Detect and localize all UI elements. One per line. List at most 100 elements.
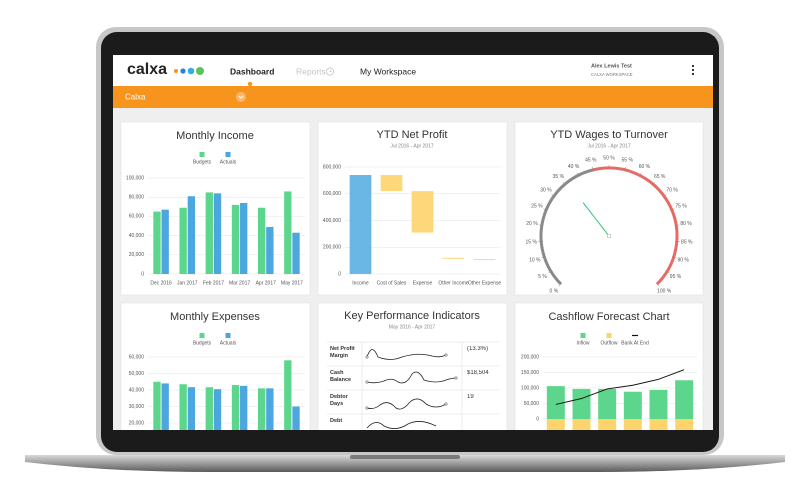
nav-active-marker [247, 81, 253, 87]
y-tick-label: 20,000 [129, 252, 145, 258]
gauge-tick [543, 208, 548, 211]
gauge-tick [651, 181, 656, 186]
y-tick-label: 100,000 [126, 175, 144, 181]
bar [179, 384, 187, 430]
bar [257, 388, 266, 430]
x-tick-label: Apr 2017 [256, 280, 277, 286]
legend-swatch [199, 333, 205, 338]
gauge-tick-label: 65 % [654, 174, 666, 180]
gauge-tick-label: 25 % [531, 203, 543, 209]
kpi-table: Net Profit Margin (13.3%) Cash Balance $18,… [327, 341, 500, 430]
bar [240, 385, 248, 430]
legend-swatch [225, 333, 231, 338]
y-tick-label: 0 [338, 271, 341, 277]
logo[interactable]: calxa [127, 61, 167, 78]
y-tick-label: 20,000 [129, 420, 145, 426]
menu-dot [691, 64, 695, 68]
legend-label: Bank At End [621, 340, 649, 346]
y-tick-label: 50,000 [524, 401, 540, 407]
kpi-value: $18,504 [467, 370, 489, 376]
clock-hands [329, 69, 332, 72]
legend-swatch [225, 152, 231, 157]
nav-item[interactable]: Dashboard [230, 66, 274, 76]
menu-button[interactable] [691, 64, 695, 76]
y-tick-label: 800,000 [323, 164, 341, 170]
gauge-tick [548, 270, 553, 274]
chart-subtitle: Jul 2016 - Apr 2017 [587, 143, 631, 149]
gauge-tick-label: 10 % [529, 257, 541, 263]
x-tick-label: Expense [413, 280, 433, 286]
logo-dot [174, 69, 178, 73]
user-name[interactable]: Alex Lewis Test [591, 63, 632, 69]
org-name[interactable]: Calxa [125, 93, 146, 102]
sparkline [366, 349, 447, 360]
x-tick-label: Other Income [438, 280, 469, 286]
bar [257, 207, 266, 274]
kpi-label-text: Debtor Days [330, 394, 348, 407]
spark-point [444, 353, 448, 357]
logo-dot [187, 67, 195, 75]
sparkline [366, 421, 437, 429]
y-tick-label: 0 [536, 416, 539, 422]
bar [675, 380, 694, 419]
bar [292, 406, 300, 430]
kpi-value-text: $18,504 [467, 370, 489, 376]
gauge-tick [558, 282, 563, 287]
waterfall-bar [442, 257, 465, 259]
menu-dot [691, 68, 695, 72]
gauge-tick [638, 172, 642, 177]
bar [205, 192, 213, 274]
spark-point [444, 402, 448, 406]
gauge-tick [562, 181, 567, 186]
bar [649, 419, 668, 430]
y-tick-label: 80,000 [129, 195, 145, 201]
gauge-tick-label: 75 % [675, 203, 687, 209]
bar [205, 387, 213, 430]
bar [213, 389, 222, 430]
gauge-tick [670, 208, 675, 211]
gauge-tick-label: 85 % [681, 239, 693, 245]
chart-title: YTD Wages to Turnover [550, 129, 668, 141]
legend-label: Inflow [576, 340, 589, 346]
chart-title: Cashflow Forecast Chart [548, 311, 669, 323]
card-subtitle: May 2016 - Apr 2017 [389, 324, 436, 330]
nav-item[interactable]: Reports [296, 66, 326, 76]
bar [179, 207, 187, 274]
nav-item[interactable]: My Workspace [360, 66, 416, 76]
y-tick-label: 200,000 [323, 245, 341, 251]
gauge-tick [672, 256, 677, 259]
spark-point [365, 355, 369, 359]
y-tick-label: 150,000 [521, 370, 539, 376]
y-tick-label: 400,000 [323, 218, 341, 224]
chevron [238, 95, 244, 99]
gauge-tick-label: 0 % [550, 288, 559, 294]
x-tick-label: Other Expense [468, 280, 502, 286]
gauge-tick [551, 194, 556, 198]
bar [187, 387, 196, 430]
gauge-tick-label: 95 % [670, 274, 682, 280]
y-tick-label: 600,000 [323, 191, 341, 197]
y-tick-label: 40,000 [129, 387, 145, 393]
gauge-tick-label: 50 % [603, 155, 615, 161]
kpi-label-text: Debt [330, 418, 343, 424]
bar [572, 388, 591, 419]
x-tick-label: Income [352, 280, 369, 286]
screen: calxa Dashboard Reports My Workspace Ale… [113, 55, 713, 430]
gauge-tick [655, 282, 660, 287]
gauge-tick [538, 224, 544, 226]
bar [161, 209, 169, 274]
gauge-tick-label: 20 % [526, 221, 538, 227]
bar [213, 193, 222, 274]
chart-title: Monthly Income [176, 130, 254, 142]
line-series [555, 369, 685, 405]
y-tick-label: 100,000 [521, 385, 539, 391]
base-notch [350, 455, 460, 459]
org-dropdown[interactable] [236, 92, 246, 102]
kpi-value-text: (13.3%) [467, 346, 489, 352]
waterfall-bar [380, 175, 403, 192]
gauge-tick-label: 40 % [568, 164, 580, 170]
x-tick-label: Dec 2016 [150, 280, 172, 286]
sparkline [366, 371, 457, 384]
gauge-tick-label: 30 % [540, 187, 552, 193]
